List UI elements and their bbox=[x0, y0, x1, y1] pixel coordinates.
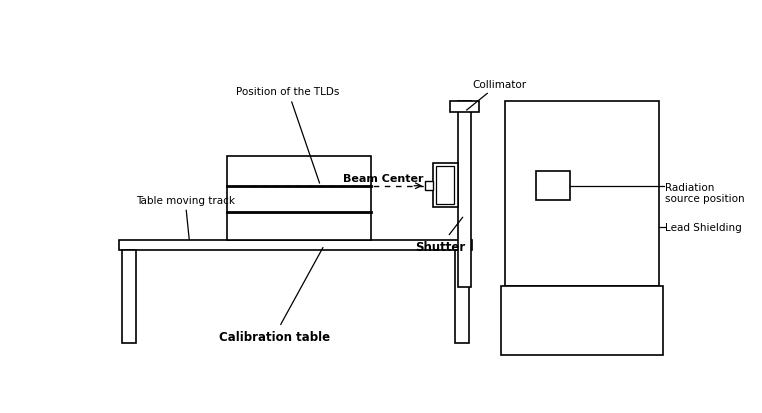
Bar bbox=[433, 163, 457, 208]
Bar bbox=[425, 182, 433, 191]
Bar bbox=[119, 240, 472, 251]
Text: Beam Center: Beam Center bbox=[343, 173, 424, 183]
Text: Calibration table: Calibration table bbox=[219, 248, 330, 343]
Text: Lead Shielding: Lead Shielding bbox=[665, 222, 742, 232]
Bar bbox=[226, 157, 371, 240]
Bar bbox=[457, 102, 472, 288]
Bar bbox=[436, 166, 454, 205]
Bar bbox=[501, 286, 663, 355]
Bar bbox=[536, 172, 570, 201]
Bar bbox=[450, 102, 479, 113]
Text: Collimator: Collimator bbox=[466, 80, 527, 111]
Text: Shutter: Shutter bbox=[415, 218, 466, 253]
Text: Radiation
source position: Radiation source position bbox=[665, 183, 745, 204]
Text: Position of the TLDs: Position of the TLDs bbox=[236, 87, 340, 184]
Text: Table moving track: Table moving track bbox=[136, 195, 235, 240]
Bar bbox=[505, 102, 659, 286]
Bar bbox=[455, 251, 469, 343]
Bar bbox=[122, 251, 136, 343]
